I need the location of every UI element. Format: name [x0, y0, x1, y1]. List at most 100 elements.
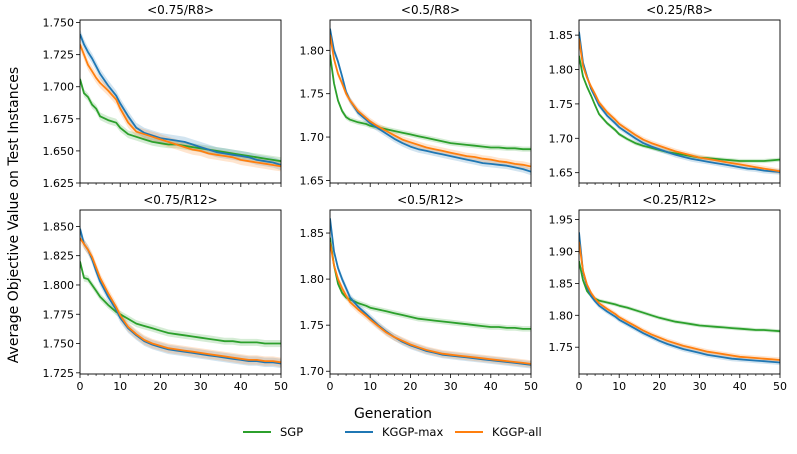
band-sgp — [330, 52, 531, 152]
y-tick-label: 1.70 — [549, 132, 574, 145]
panel-3: <0.25/R8> 1.65 1.70 1.75 1.80 1.85 — [549, 3, 781, 187]
panel-title: <0.5/R8> — [401, 3, 460, 17]
legend: SGP KGGP-max KGGP-all — [243, 425, 542, 439]
axes-frame — [578, 19, 781, 184]
x-tick-label: 40 — [234, 380, 248, 393]
series-line-sgp — [330, 54, 531, 151]
band-sgp — [330, 234, 531, 332]
y-tick-label: 1.65 — [300, 174, 325, 187]
y-tick-label: 1.75 — [549, 98, 574, 111]
panels: <0.75/R8>1.6251.6501.6751.7001.7251.750<… — [43, 3, 788, 393]
series-line-kggp-all — [579, 38, 780, 173]
y-tick-label: 1.70 — [300, 365, 325, 378]
axes-frame — [578, 209, 781, 375]
legend-label-kggp-max: KGGP-max — [382, 425, 443, 439]
y-tick-label: 1.85 — [549, 29, 574, 42]
series-line-kggp-all — [330, 34, 531, 168]
x-axis-label: Generation — [354, 406, 432, 422]
x-tick-label: 10 — [363, 380, 377, 393]
x-tick-label: 20 — [153, 380, 167, 393]
x-tick-label: 20 — [652, 380, 666, 393]
band-kggp-max — [330, 214, 531, 369]
x-tick-label: 0 — [576, 380, 583, 393]
series-line-sgp — [330, 237, 531, 330]
y-tick-label: 1.70 — [300, 131, 325, 144]
panel-2: <0.5/R8> 1.65 1.70 1.75 1.80 — [300, 3, 532, 187]
plot-area — [579, 229, 780, 366]
x-tick-label: 10 — [612, 380, 626, 393]
y-tick-label: 1.725 — [43, 367, 75, 380]
panel-4: <0.75/R12> 0 10 20 30 40 50 1.725 1.750 1.775 1.80… — [43, 193, 289, 393]
series-line-sgp — [80, 261, 281, 345]
y-tick-label: 1.700 — [43, 81, 75, 94]
y-tick-label: 1.75 — [300, 88, 325, 101]
y-tick-label: 1.850 — [43, 220, 75, 233]
y-tick-label: 1.80 — [549, 309, 574, 322]
band-sgp — [80, 75, 281, 165]
series-line-kggp-max — [80, 33, 281, 166]
panel-title: <0.25/R12> — [642, 193, 716, 207]
y-tick-label: 1.85 — [300, 227, 325, 240]
series-line-kggp-all — [80, 44, 281, 168]
series-line-kggp-max — [330, 218, 531, 366]
band-sgp — [579, 53, 780, 164]
y-tick-label: 1.675 — [43, 113, 75, 126]
panel-6: <0.25/R12> 0 10 20 30 40 50 1.75 1.80 1.85 1.90 1.9… — [549, 193, 788, 393]
y-tick-label: 1.650 — [43, 145, 75, 158]
x-tick-label: 40 — [484, 380, 498, 393]
x-tick-label: 40 — [733, 380, 747, 393]
y-tick-label: 1.750 — [43, 17, 75, 30]
panel-title: <0.75/R8> — [147, 3, 214, 17]
y-tick-label: 1.625 — [43, 177, 75, 190]
x-tick-label: 50 — [524, 380, 538, 393]
y-tick-label: 1.65 — [549, 167, 574, 180]
x-tick-label: 50 — [274, 380, 288, 393]
band-kggp-max — [80, 224, 281, 369]
y-tick-label: 1.80 — [549, 64, 574, 77]
panel-5: <0.5/R12> 0 10 20 30 40 50 1.70 1.75 1.80 1.85 — [300, 193, 539, 393]
series-line-sgp — [579, 260, 780, 333]
plot-area — [579, 28, 780, 175]
series-line-kggp-all — [330, 242, 531, 365]
y-tick-label: 1.80 — [300, 273, 325, 286]
x-tick-label: 30 — [444, 380, 458, 393]
axes-frame — [329, 19, 532, 184]
x-tick-label: 0 — [327, 380, 334, 393]
series-line-kggp-max — [579, 232, 780, 364]
series-line-kggp-max — [579, 31, 780, 173]
plot-area — [330, 214, 531, 369]
y-tick-label: 1.825 — [43, 250, 75, 263]
legend-label-sgp: SGP — [280, 425, 303, 439]
axes-frame — [79, 209, 282, 375]
x-tick-label: 20 — [403, 380, 417, 393]
y-tick-label: 1.95 — [549, 214, 574, 227]
y-tick-label: 1.725 — [43, 49, 75, 62]
axes-frame — [329, 209, 532, 375]
y-tick-label: 1.90 — [549, 245, 574, 258]
plot-area — [330, 25, 531, 176]
y-tick-label: 1.80 — [300, 44, 325, 57]
x-tick-label: 30 — [693, 380, 707, 393]
y-tick-label: 1.775 — [43, 308, 75, 321]
legend-label-kggp-all: KGGP-all — [492, 425, 542, 439]
y-tick-label: 1.75 — [549, 341, 574, 354]
y-tick-label: 1.75 — [300, 319, 325, 332]
panel-title: <0.75/R12> — [143, 193, 217, 207]
panel-title: <0.25/R8> — [646, 3, 713, 17]
series-line-sgp — [579, 55, 780, 162]
series-line-kggp-all — [579, 241, 780, 361]
plot-area — [80, 224, 281, 369]
band-kggp-all — [80, 39, 281, 172]
axes-frame — [79, 19, 282, 184]
series-line-sgp — [80, 78, 281, 163]
x-tick-label: 30 — [194, 380, 208, 393]
x-tick-label: 10 — [113, 380, 127, 393]
panel-title: <0.5/R12> — [397, 193, 464, 207]
y-tick-label: 1.85 — [549, 277, 574, 290]
series-line-kggp-all — [80, 237, 281, 364]
series-line-kggp-max — [80, 228, 281, 365]
y-axis-label: Average Objective Value on Test Instance… — [6, 67, 22, 363]
y-tick-label: 1.800 — [43, 279, 75, 292]
y-tick-label: 1.750 — [43, 338, 75, 351]
